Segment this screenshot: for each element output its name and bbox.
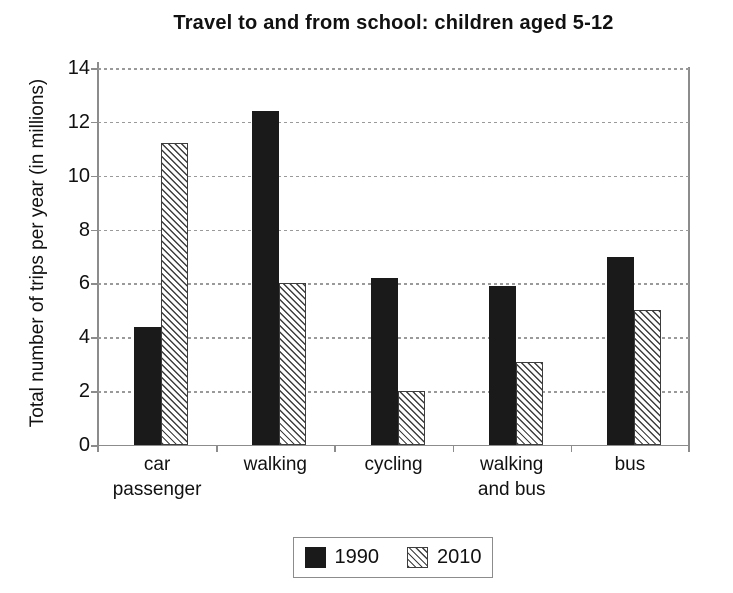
bar-1990-3 (488, 286, 516, 445)
category-label-0: car passenger (112, 454, 202, 500)
bar-1990-2 (370, 278, 398, 445)
bar-1990-1 (252, 111, 280, 445)
ytick-label-4: 4 (78, 326, 90, 349)
bar-2010-0 (161, 143, 189, 445)
ytick-label-0: 0 (78, 434, 90, 456)
bar-2010-1 (279, 283, 307, 445)
xtick-mark-1 (216, 445, 218, 452)
bar-2010-2 (397, 391, 425, 445)
legend-swatch-2010 (407, 547, 428, 568)
gridline-10 (98, 175, 689, 178)
category-label-3: walking and bus (477, 454, 546, 500)
ytick-mark-8 (91, 229, 98, 232)
chart-title: Travel to and from school: children aged… (173, 12, 614, 34)
plot-right-border (688, 67, 690, 452)
legend-item-2010: 2010 (407, 546, 482, 569)
ytick-mark-2 (91, 391, 98, 393)
legend: 1990 2010 (293, 537, 493, 578)
gridline-8 (98, 229, 689, 232)
ytick-mark-6 (91, 283, 98, 285)
y-axis-line (97, 62, 99, 452)
plot-area (98, 68, 689, 445)
ytick-label-14: 14 (67, 57, 90, 79)
ytick-mark-14 (91, 68, 98, 70)
ytick-label-12: 12 (67, 110, 90, 133)
bar-2010-3 (515, 361, 543, 445)
ytick-mark-12 (91, 121, 98, 124)
category-label-4: bus (614, 454, 646, 475)
x-axis-line (97, 444, 690, 446)
bar-1990-4 (606, 256, 634, 445)
ytick-mark-4 (91, 337, 98, 339)
xtick-mark-3 (452, 445, 455, 452)
ytick-label-10: 10 (67, 164, 90, 187)
category-label-2: cycling (364, 454, 423, 475)
gridline-14 (98, 68, 689, 70)
legend-label-1990: 1990 (334, 546, 380, 568)
ytick-label-2: 2 (78, 380, 90, 403)
legend-swatch-1990 (304, 547, 326, 568)
category-label-1: walking (243, 454, 307, 475)
bar-2010-4 (633, 310, 661, 445)
ytick-label-6: 6 (78, 272, 90, 295)
bar-1990-0 (134, 326, 162, 445)
ytick-mark-0 (91, 445, 98, 447)
xtick-mark-2 (334, 445, 336, 452)
gridline-12 (98, 121, 689, 124)
legend-label-2010: 2010 (437, 546, 482, 568)
xtick-mark-4 (570, 445, 573, 452)
ytick-label-8: 8 (78, 218, 90, 241)
ytick-mark-10 (91, 175, 98, 178)
legend-item-1990: 1990 (304, 546, 380, 569)
